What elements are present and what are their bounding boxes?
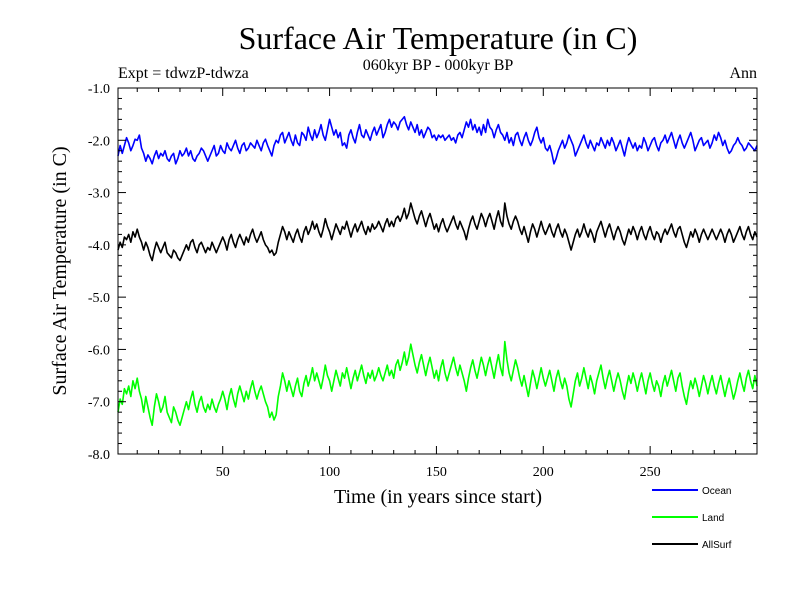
y-tick-label: -6.0 xyxy=(88,343,110,358)
y-tick-label: -3.0 xyxy=(88,187,110,202)
legend-label-ocean: Ocean xyxy=(702,486,731,497)
y-axis-label: Surface Air Temperature (in C) xyxy=(49,146,71,395)
x-axis-label: Time (in years since start) xyxy=(334,486,542,508)
y-tick-label: -7.0 xyxy=(88,396,110,411)
series-line-ocean xyxy=(117,115,758,165)
series-layer xyxy=(117,115,758,427)
season-label: Ann xyxy=(729,65,757,82)
plot-frame xyxy=(117,87,758,455)
chart-title: Surface Air Temperature (in C) xyxy=(239,20,638,56)
series-line-allsurf xyxy=(117,202,758,262)
y-tick-label: -1.0 xyxy=(88,82,110,97)
legend-label-allsurf: AllSurf xyxy=(702,540,732,551)
x-tick-label: 250 xyxy=(640,465,661,480)
experiment-label: Expt = tdwzP-tdwza xyxy=(118,65,249,82)
y-tick-label: -8.0 xyxy=(88,448,110,463)
y-tick-label: -2.0 xyxy=(88,134,110,149)
legend-label-land: Land xyxy=(702,513,724,524)
x-tick-label: 50 xyxy=(216,465,230,480)
series-line-land xyxy=(117,340,758,427)
axis-layer: -8.0 -7.0 -6.0 -5.0 -4.0 -3.0 -2.0 -1.0 50 100 150… xyxy=(88,82,757,480)
y-tick-label: -5.0 xyxy=(88,291,110,306)
y-tick-label: -4.0 xyxy=(88,239,110,254)
x-tick-label: 150 xyxy=(426,465,447,480)
x-tick-label: 100 xyxy=(319,465,340,480)
x-tick-label: 200 xyxy=(533,465,554,480)
legend: Ocean Land AllSurf xyxy=(652,486,732,551)
chart-subtitle: 060kyr BP - 000kyr BP xyxy=(363,57,514,74)
